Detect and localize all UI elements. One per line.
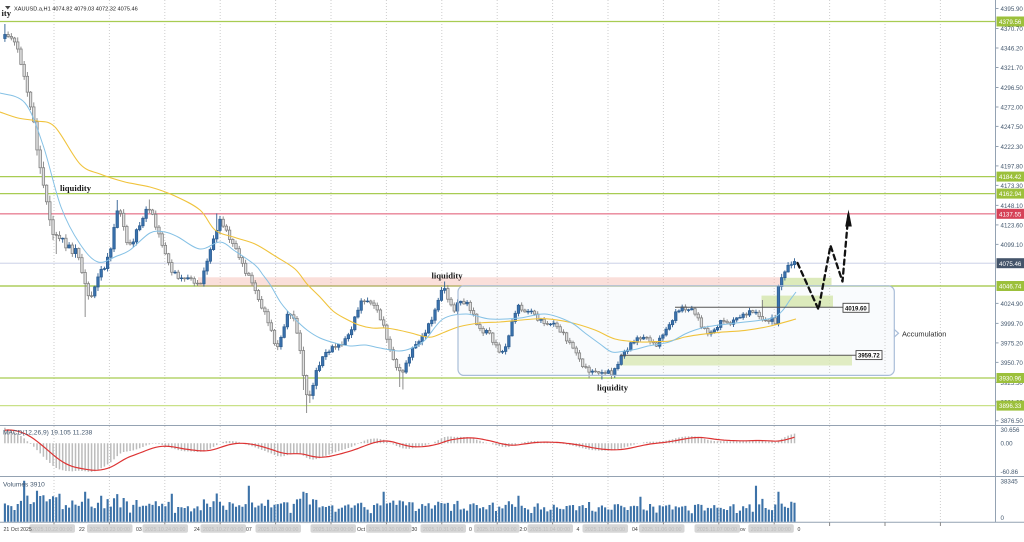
svg-text:2025.10.29 00:00: 2025.10.29 00:00 — [313, 527, 354, 533]
svg-text:3959.72: 3959.72 — [858, 354, 880, 360]
svg-text:2025.10.27 00:00: 2025.10.27 00:00 — [203, 527, 244, 533]
svg-text:4075.46: 4075.46 — [999, 261, 1022, 268]
svg-text:ov: ov — [740, 527, 746, 533]
svg-text:4162.94: 4162.94 — [999, 191, 1022, 198]
svg-text:2025.11.03 00:00: 2025.11.03 00:00 — [477, 527, 517, 533]
svg-text:4019.60: 4019.60 — [845, 306, 867, 312]
svg-text:ity: ity — [2, 8, 12, 18]
svg-text:0: 0 — [469, 527, 472, 533]
svg-text:2025.11.06 00:00: 2025.11.06 00:00 — [642, 527, 682, 533]
svg-text:4: 4 — [577, 527, 580, 533]
svg-text:2025.11.10 00:00: 2025.11.10 00:00 — [751, 527, 791, 533]
svg-text:21 Oct 2025: 21 Oct 2025 — [4, 527, 32, 533]
svg-text:03: 03 — [136, 527, 142, 533]
svg-text:2025.10.24 00:00: 2025.10.24 00:00 — [145, 527, 186, 533]
svg-text:4046.74: 4046.74 — [999, 284, 1022, 291]
svg-text:22: 22 — [79, 527, 85, 533]
svg-text:4395.90: 4395.90 — [1001, 6, 1024, 13]
svg-text:3876.50: 3876.50 — [1001, 418, 1024, 425]
svg-text:3896.33: 3896.33 — [999, 403, 1022, 410]
svg-text:4222.30: 4222.30 — [1001, 144, 1024, 151]
svg-text:4296.50: 4296.50 — [1001, 85, 1024, 92]
svg-text:4197.80: 4197.80 — [1001, 163, 1024, 170]
svg-text:2025.11.05 00:00: 2025.11.05 00:00 — [585, 527, 625, 533]
svg-text:4024.90: 4024.90 — [1001, 301, 1024, 308]
svg-text:Volumes 3910: Volumes 3910 — [3, 482, 45, 489]
svg-text:3975.20: 3975.20 — [1001, 340, 1024, 347]
svg-text:2025.11.07 00:00: 2025.11.07 00:00 — [697, 527, 737, 533]
svg-text:liquidity: liquidity — [432, 270, 464, 280]
svg-text:XAUUSD.a,H1 4074.82 4079.03 4: XAUUSD.a,H1 4074.82 4079.03 4072.32 4075… — [14, 7, 138, 13]
svg-text:-60.86: -60.86 — [1001, 469, 1019, 476]
svg-text:4137.55: 4137.55 — [999, 211, 1022, 218]
svg-text:4099.10: 4099.10 — [1001, 242, 1024, 249]
svg-text:0: 0 — [1001, 515, 1005, 522]
svg-text:2025.10.28 00:00: 2025.10.28 00:00 — [258, 527, 299, 533]
svg-text:4346.20: 4346.20 — [1001, 45, 1024, 52]
svg-text:4321.70: 4321.70 — [1001, 65, 1024, 72]
svg-text:2025.10.22 00:00: 2025.10.22 00:00 — [32, 527, 73, 533]
svg-text:0.00: 0.00 — [1001, 441, 1014, 448]
svg-text:Oct: Oct — [357, 527, 366, 533]
svg-text:4272.00: 4272.00 — [1001, 104, 1024, 111]
svg-text:4370.70: 4370.70 — [1001, 26, 1024, 33]
svg-text:4379.56: 4379.56 — [999, 19, 1022, 26]
svg-text:3999.70: 3999.70 — [1001, 321, 1024, 328]
svg-text:liquidity: liquidity — [60, 183, 92, 193]
svg-text:4123.60: 4123.60 — [1001, 222, 1024, 229]
svg-text:liquidity: liquidity — [597, 383, 629, 393]
svg-text:4247.50: 4247.50 — [1001, 124, 1024, 131]
svg-text:24: 24 — [194, 527, 200, 533]
svg-text:38345: 38345 — [1001, 478, 1019, 485]
svg-text:3930.96: 3930.96 — [999, 376, 1022, 383]
svg-text:4184.42: 4184.42 — [999, 174, 1022, 181]
svg-text:07: 07 — [246, 527, 252, 533]
svg-text:2025.10.31 00:00: 2025.10.31 00:00 — [423, 527, 464, 533]
svg-text:2025.10.30 00:00: 2025.10.30 00:00 — [369, 527, 410, 533]
svg-text:4148.10: 4148.10 — [1001, 203, 1024, 210]
svg-text:04: 04 — [632, 527, 638, 533]
svg-text:2:0: 2:0 — [520, 527, 527, 533]
svg-text:0: 0 — [798, 527, 801, 533]
svg-text:2025.10.23 00:00: 2025.10.23 00:00 — [90, 527, 131, 533]
svg-text:30.656: 30.656 — [1001, 427, 1020, 434]
svg-text:2025.11.04 00:00: 2025.11.04 00:00 — [530, 527, 570, 533]
svg-text:MACD(12,26,9) 19.105 11.238: MACD(12,26,9) 19.105 11.238 — [3, 430, 93, 437]
svg-text:30: 30 — [412, 527, 418, 533]
svg-text:3950.70: 3950.70 — [1001, 360, 1024, 367]
svg-text:Accumulation: Accumulation — [902, 329, 946, 338]
